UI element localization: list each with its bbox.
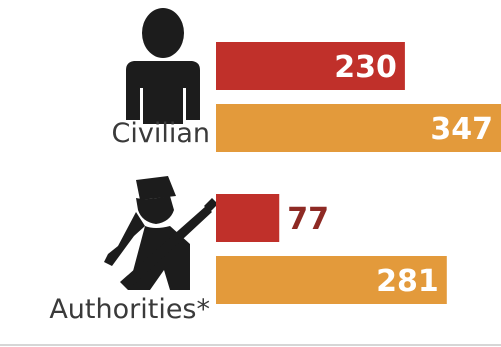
soldier-with-rifle-icon bbox=[104, 176, 218, 290]
category-label-authorities: Authorities* bbox=[49, 294, 210, 325]
value-label-civilian-series-1: 230 bbox=[334, 50, 397, 85]
person-icon bbox=[126, 8, 200, 124]
bar-civilian-series-2 bbox=[216, 104, 501, 152]
bar-civilian-series-1 bbox=[216, 42, 405, 90]
bar-authorities-series-1 bbox=[216, 194, 280, 242]
value-label-authorities-series-2: 281 bbox=[376, 264, 439, 299]
bar-authorities-series-2 bbox=[216, 256, 447, 304]
category-label-civilian: Civilian bbox=[112, 118, 211, 149]
value-label-authorities-series-1: 77 bbox=[287, 202, 329, 237]
value-label-civilian-series-2: 347 bbox=[430, 112, 493, 147]
